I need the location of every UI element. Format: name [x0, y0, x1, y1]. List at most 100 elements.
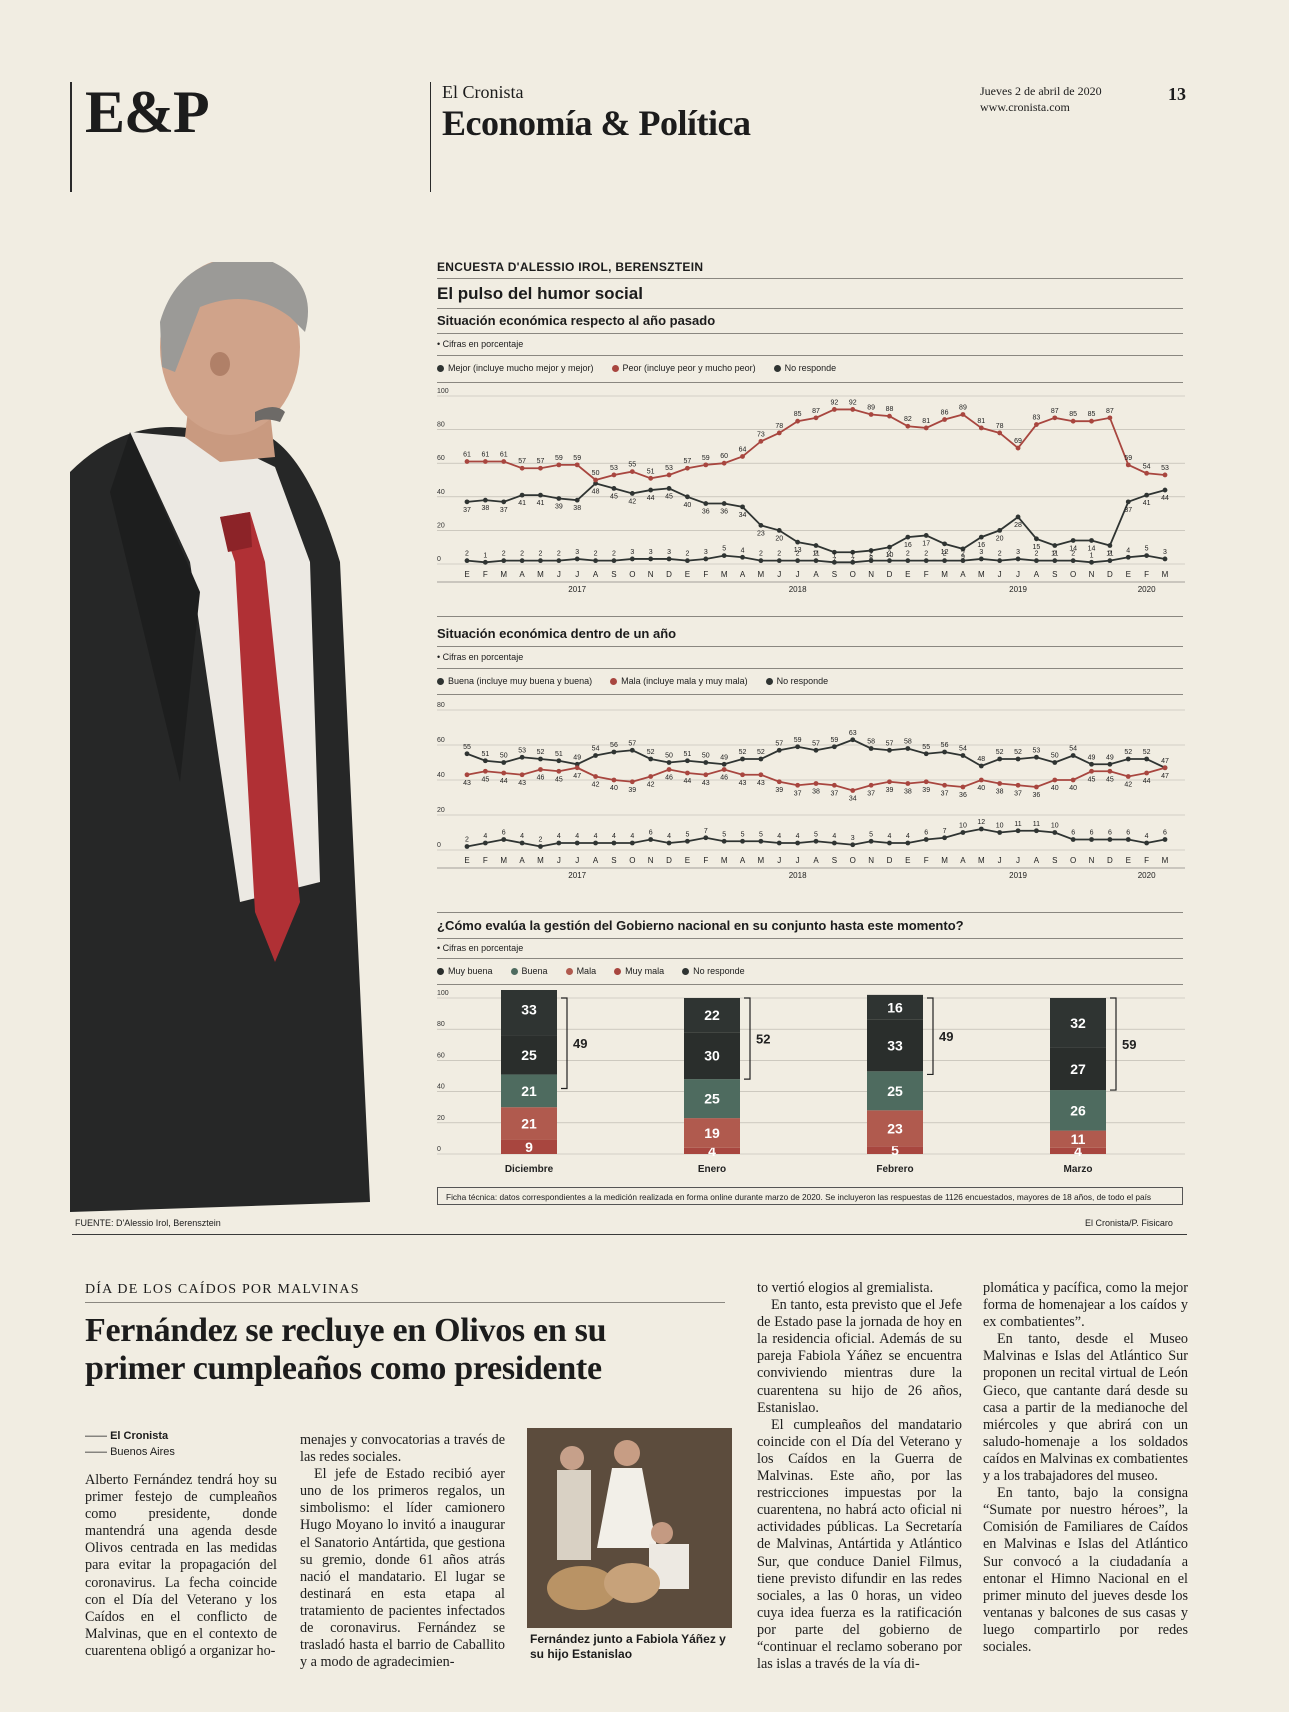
data-label: 3 — [851, 835, 855, 842]
data-label: 20 — [775, 535, 783, 542]
data-point — [1144, 840, 1150, 846]
total-bracket — [927, 997, 934, 1076]
data-point — [666, 767, 672, 772]
x-tick-label: M — [537, 570, 544, 579]
bar-value-label: 26 — [1070, 1102, 1086, 1118]
data-point — [887, 779, 892, 785]
x-tick-label: A — [593, 856, 599, 865]
data-point — [1162, 556, 1168, 562]
data-point — [1015, 756, 1021, 762]
divider — [437, 333, 1183, 334]
data-label: 45 — [1106, 776, 1114, 783]
data-label: 40 — [977, 785, 985, 792]
site-url[interactable]: www.cronista.com — [980, 100, 1070, 114]
data-point — [593, 840, 598, 846]
x-tick-label: N — [1089, 856, 1095, 865]
data-point — [611, 472, 617, 478]
x-tick-label: A — [813, 570, 819, 579]
data-point — [1070, 418, 1076, 424]
data-label: 78 — [996, 423, 1004, 430]
data-point — [538, 844, 543, 849]
data-point — [482, 840, 488, 846]
data-label: 2 — [1053, 551, 1057, 558]
data-label: 11 — [1014, 821, 1021, 828]
data-point — [923, 751, 929, 757]
data-point — [813, 747, 819, 753]
data-point — [868, 548, 874, 553]
data-label: 43 — [518, 780, 526, 787]
data-point — [758, 756, 764, 762]
year-label: 2020 — [1138, 585, 1156, 594]
x-tick-label: J — [1016, 856, 1020, 865]
data-point — [868, 558, 874, 564]
bar-segment — [501, 1107, 557, 1140]
data-point — [1034, 422, 1039, 427]
x-tick-label: S — [611, 570, 616, 579]
data-point — [629, 747, 635, 753]
legend-label: Mala — [576, 966, 597, 976]
data-label: 4 — [832, 833, 836, 840]
year-label: 2019 — [1009, 871, 1027, 880]
data-label: 39 — [886, 787, 894, 794]
x-tick-label: J — [557, 570, 561, 579]
infographic-kicker: ENCUESTA D'ALESSIO IROL, BERENSZTEIN — [437, 260, 704, 274]
data-label: 2 — [1034, 551, 1038, 558]
data-point — [850, 788, 856, 793]
data-point — [629, 556, 635, 562]
data-point — [1034, 828, 1039, 834]
series-line — [466, 482, 1166, 554]
data-point — [519, 754, 525, 760]
data-label: 2 — [685, 551, 689, 558]
total-label: 49 — [573, 1036, 587, 1051]
legend-label: Buena — [521, 966, 548, 976]
data-label: 63 — [849, 730, 857, 737]
data-point — [740, 772, 745, 778]
data-point — [593, 753, 598, 758]
data-label: 9 — [961, 554, 965, 561]
total-bracket — [1110, 997, 1117, 1091]
legend-swatch — [773, 365, 781, 373]
data-point — [611, 486, 617, 491]
data-point — [887, 840, 892, 846]
data-point — [831, 782, 837, 788]
data-label: 57 — [628, 740, 636, 747]
data-label: 4 — [777, 833, 781, 840]
data-label: 53 — [610, 465, 618, 472]
data-point — [1015, 782, 1021, 788]
x-tick-label: S — [611, 856, 616, 865]
data-label: 1 — [851, 552, 855, 559]
data-point — [850, 407, 856, 412]
data-label: 37 — [830, 790, 838, 797]
data-label: 16 — [904, 542, 912, 549]
data-point — [887, 558, 892, 564]
data-point — [703, 835, 709, 841]
x-tick-label: S — [832, 570, 837, 579]
data-label: 59 — [794, 737, 802, 744]
data-label: 5 — [722, 546, 726, 553]
data-label: 82 — [904, 416, 912, 423]
data-point — [923, 837, 929, 842]
y-tick-label: 20 — [437, 1115, 445, 1122]
bar-segment — [501, 990, 557, 1036]
data-label: 53 — [518, 747, 526, 754]
data-point — [776, 779, 782, 785]
data-label: 52 — [1014, 749, 1022, 756]
data-label: 14 — [1069, 545, 1077, 552]
data-label: 5 — [814, 831, 818, 838]
section-title: Economía & Política — [442, 103, 751, 143]
data-label: 45 — [665, 493, 673, 500]
data-point — [1070, 538, 1076, 543]
data-point — [923, 425, 929, 431]
bar-segment — [1050, 1047, 1106, 1091]
data-point — [813, 415, 819, 421]
data-label: 2 — [502, 551, 506, 558]
data-label: 4 — [667, 833, 671, 840]
data-label: 4 — [612, 833, 616, 840]
data-label: 2 — [796, 551, 800, 558]
data-label: 48 — [977, 756, 985, 763]
x-tick-label: J — [796, 856, 800, 865]
divider — [72, 1234, 1187, 1235]
bar-value-label: 21 — [521, 1116, 537, 1132]
x-tick-label: J — [575, 570, 579, 579]
data-label: 49 — [720, 754, 728, 761]
